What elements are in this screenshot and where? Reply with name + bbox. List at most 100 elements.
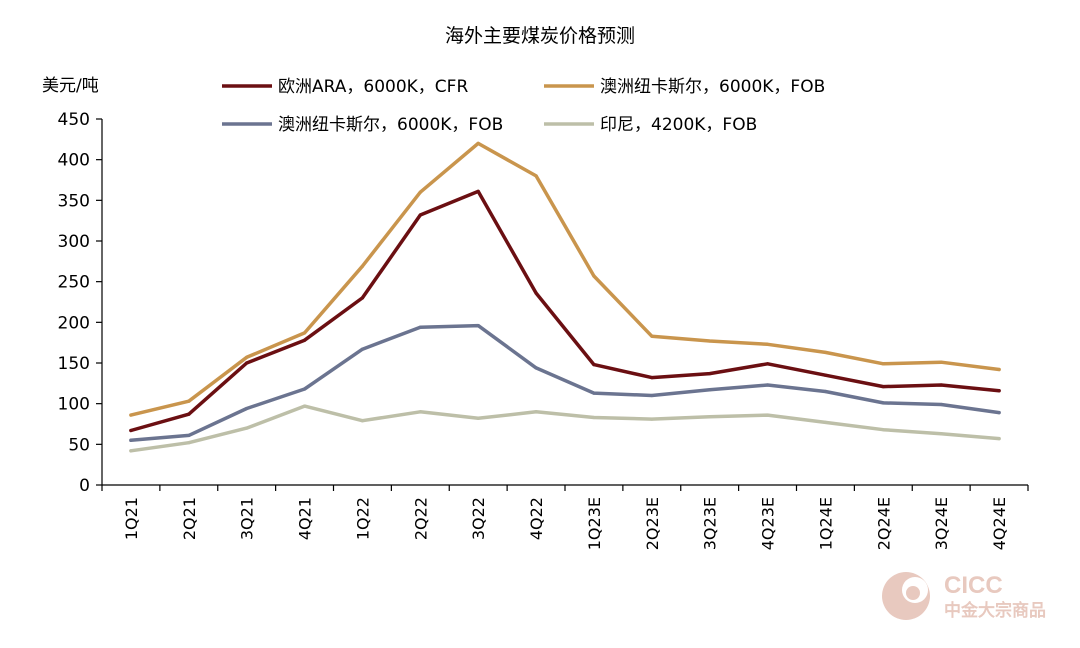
data-point bbox=[360, 347, 365, 351]
data-point bbox=[129, 438, 133, 442]
data-point bbox=[418, 190, 422, 194]
data-point bbox=[418, 213, 422, 217]
data-point bbox=[939, 383, 943, 387]
data-point bbox=[881, 362, 885, 366]
x-tick-label: 1Q23E bbox=[585, 497, 604, 550]
data-point bbox=[245, 426, 249, 430]
data-point bbox=[534, 291, 538, 295]
x-tick-label: 4Q23E bbox=[759, 497, 778, 550]
data-point bbox=[650, 393, 654, 398]
y-tick-label: 400 bbox=[58, 151, 90, 171]
data-point bbox=[302, 387, 307, 391]
data-point bbox=[939, 432, 943, 436]
legend-item: 印尼，4200K，FOB bbox=[544, 115, 757, 135]
x-tick-label: 4Q24E bbox=[990, 497, 1009, 550]
y-tick-label: 250 bbox=[58, 273, 90, 293]
data-point bbox=[708, 388, 712, 392]
series-3 bbox=[129, 323, 1001, 443]
x-tick-label: 1Q22 bbox=[353, 497, 372, 540]
x-tick-label: 2Q22 bbox=[411, 497, 430, 540]
y-tick-label: 150 bbox=[58, 354, 90, 374]
data-point bbox=[881, 428, 885, 432]
data-point bbox=[997, 389, 1001, 393]
data-point bbox=[129, 449, 133, 453]
data-point bbox=[823, 350, 828, 355]
data-point bbox=[997, 437, 1001, 441]
data-point bbox=[765, 342, 770, 346]
data-point bbox=[302, 404, 307, 408]
x-tick-label: 3Q21 bbox=[238, 497, 257, 540]
data-point bbox=[476, 416, 480, 420]
data-point bbox=[418, 325, 422, 329]
x-axis: 1Q21 2Q21 3Q21 4Q21 1Q22 2Q22 3Q22 4Q22 1Q23E 2Q2… bbox=[101, 484, 1029, 550]
data-point bbox=[765, 362, 770, 366]
y-tick-label: 350 bbox=[58, 191, 90, 211]
x-tick-label: 2Q21 bbox=[180, 497, 199, 540]
data-point bbox=[534, 174, 538, 178]
legend-label: 欧洲ARA，6000K，CFR bbox=[278, 77, 468, 97]
data-point bbox=[939, 360, 943, 364]
x-tick-label: 1Q24E bbox=[816, 497, 835, 550]
legend-label: 澳洲纽卡斯尔，6000K，FOB bbox=[600, 77, 825, 97]
data-point bbox=[187, 441, 191, 445]
y-tick-label: 100 bbox=[58, 395, 90, 415]
data-point bbox=[476, 141, 480, 145]
data-point bbox=[476, 189, 480, 193]
plot-lines bbox=[129, 141, 1001, 453]
data-point bbox=[765, 413, 770, 417]
data-point bbox=[592, 391, 596, 395]
data-point bbox=[708, 339, 712, 343]
data-point bbox=[476, 323, 480, 328]
data-point bbox=[360, 264, 365, 268]
series-1 bbox=[129, 189, 1001, 433]
y-axis-unit-label: 美元/吨 bbox=[42, 76, 99, 96]
legend-label: 澳洲纽卡斯尔，6000K，FOB bbox=[278, 115, 503, 135]
legend-item: 澳洲纽卡斯尔，6000K，FOB bbox=[222, 115, 503, 135]
data-point bbox=[765, 383, 770, 387]
data-point bbox=[245, 361, 249, 365]
data-point bbox=[823, 420, 828, 424]
y-tick-label: 300 bbox=[58, 232, 90, 252]
data-point bbox=[881, 401, 885, 405]
x-tick-label: 3Q23E bbox=[701, 497, 720, 550]
data-point bbox=[708, 415, 712, 419]
watermark: CICC 中金大宗商品 bbox=[882, 572, 1046, 621]
data-point bbox=[534, 366, 538, 370]
legend-label: 印尼，4200K，FOB bbox=[600, 115, 757, 135]
x-tick-label: 4Q21 bbox=[296, 497, 315, 540]
data-point bbox=[997, 411, 1001, 415]
cicc-logo-icon bbox=[882, 572, 930, 620]
x-tick-label: 4Q22 bbox=[527, 497, 546, 540]
x-tick-label: 1Q21 bbox=[122, 497, 141, 540]
data-point bbox=[592, 363, 596, 367]
y-axis: 0 50 100 150 200 250 300 350 400 450 bbox=[58, 110, 103, 496]
y-tick-label: 0 bbox=[79, 476, 90, 496]
legend-item: 澳洲纽卡斯尔，6000K，FOB bbox=[544, 77, 825, 97]
data-point bbox=[187, 412, 191, 416]
data-point bbox=[650, 334, 654, 338]
legend-item: 欧洲ARA，6000K，CFR bbox=[222, 77, 468, 97]
data-point bbox=[302, 338, 307, 342]
data-point bbox=[997, 367, 1001, 372]
data-point bbox=[650, 376, 654, 380]
legend: 欧洲ARA，6000K，CFR 澳洲纽卡斯尔，6000K，FOB 澳洲纽卡斯尔，60… bbox=[222, 77, 825, 135]
data-point bbox=[823, 389, 828, 394]
data-point bbox=[129, 428, 133, 433]
y-tick-label: 200 bbox=[58, 313, 90, 333]
watermark-brand: CICC bbox=[944, 572, 1003, 599]
series-2 bbox=[129, 141, 1001, 417]
x-tick-label: 3Q24E bbox=[932, 497, 951, 550]
watermark-subtitle: 中金大宗商品 bbox=[944, 600, 1046, 621]
data-point bbox=[881, 384, 885, 389]
data-point bbox=[360, 419, 365, 423]
x-tick-label: 3Q22 bbox=[469, 497, 488, 540]
data-point bbox=[939, 402, 943, 407]
data-point bbox=[823, 373, 828, 377]
data-point bbox=[187, 433, 191, 437]
data-point bbox=[245, 406, 249, 411]
data-point bbox=[650, 417, 654, 421]
series-line bbox=[129, 404, 1001, 453]
data-point bbox=[592, 415, 596, 420]
data-point bbox=[708, 371, 712, 376]
